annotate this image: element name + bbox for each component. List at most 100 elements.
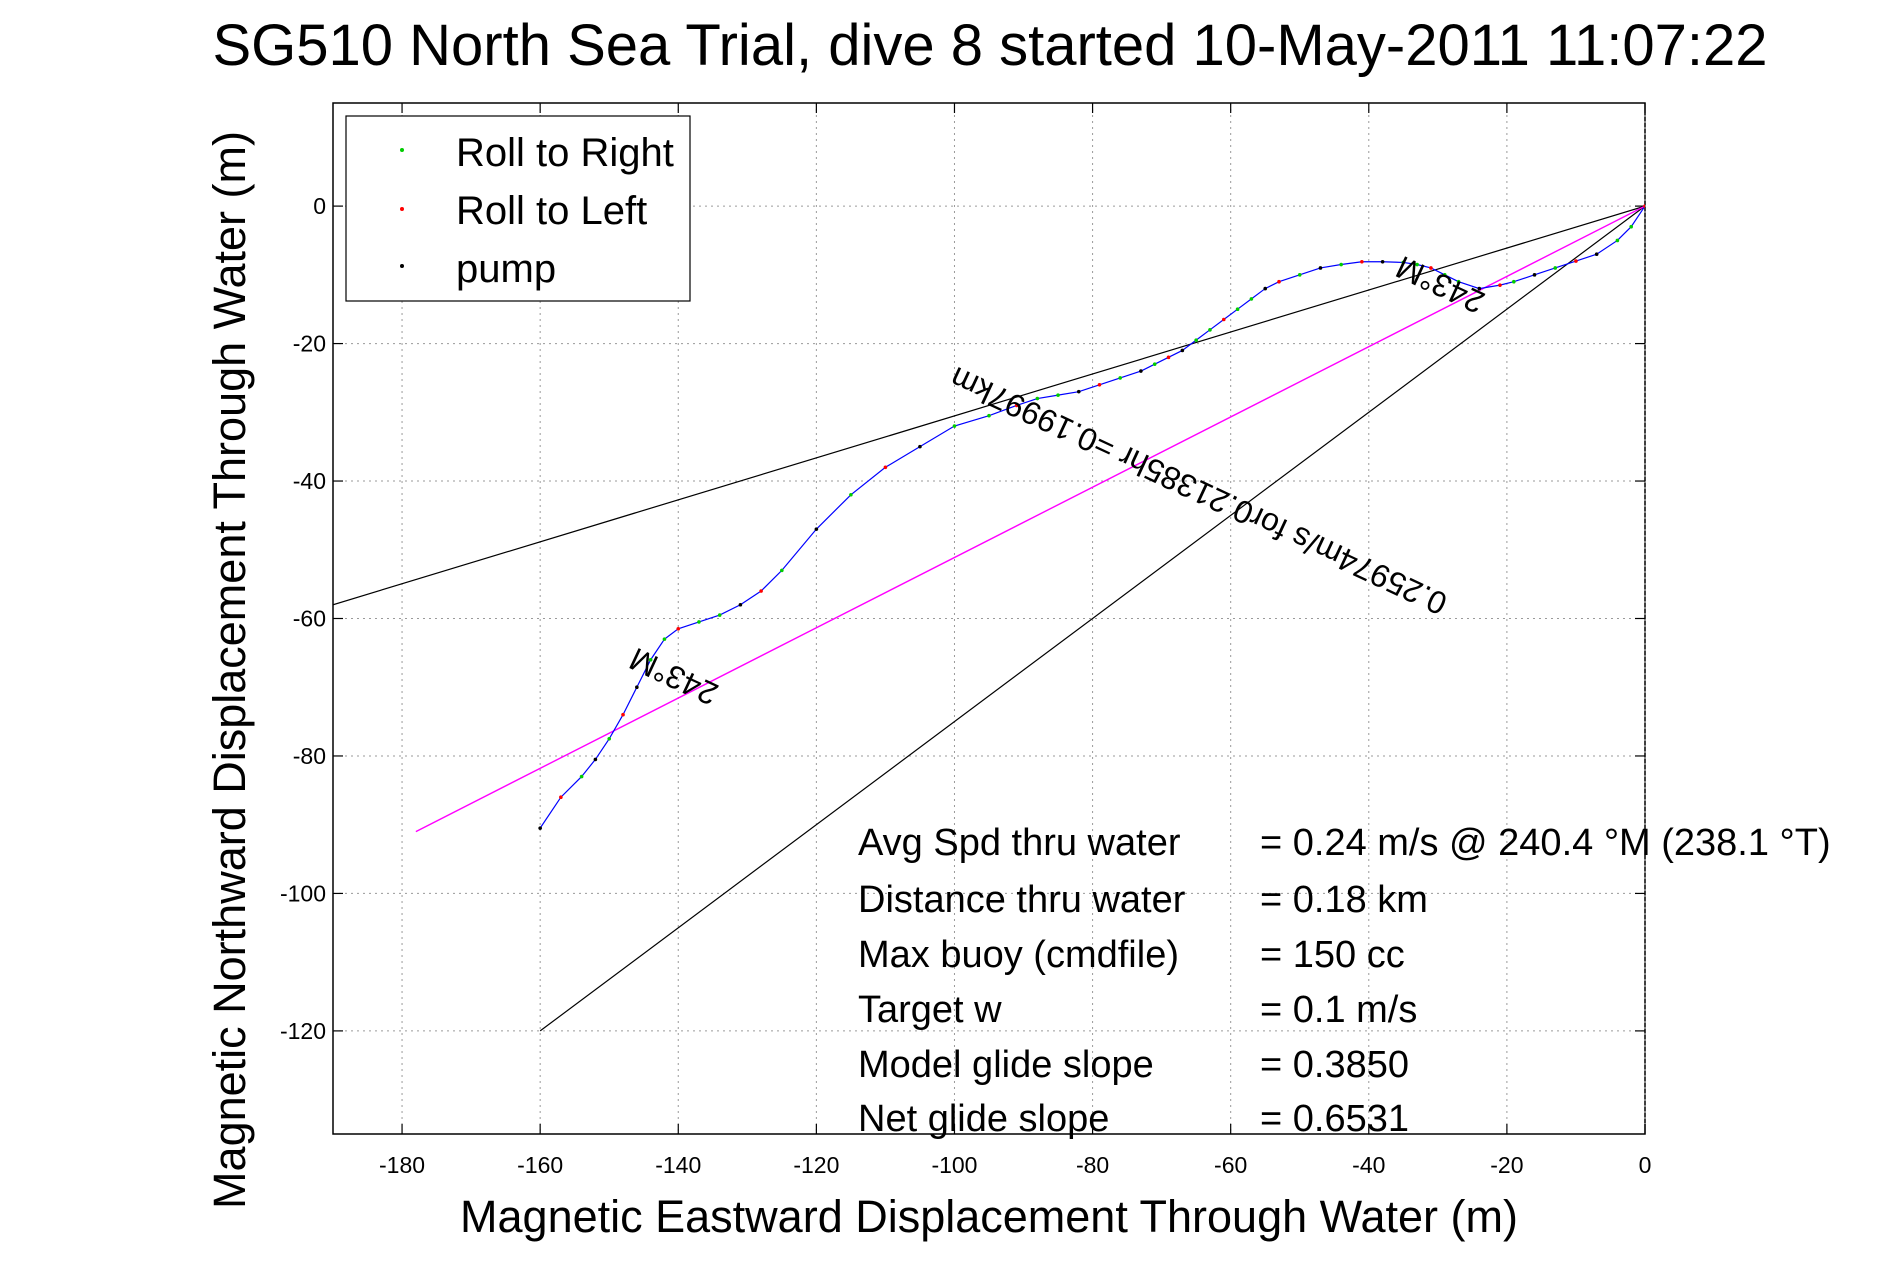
track-point	[1512, 279, 1516, 284]
track-point	[780, 568, 784, 573]
track-point	[697, 620, 701, 624]
track-point	[1318, 266, 1323, 270]
track-point	[759, 589, 763, 593]
reference-line	[333, 205, 1645, 606]
track-point	[1401, 260, 1406, 265]
track-point	[1339, 262, 1343, 267]
track-point	[676, 627, 681, 631]
track-point	[1629, 224, 1633, 229]
chart-title: SG510 North Sea Trial, dive 8 started 10…	[212, 13, 1767, 78]
track-point	[918, 444, 922, 449]
stat-label-avg-speed: Avg Spd thru water	[858, 822, 1181, 864]
track-point	[717, 613, 722, 617]
track-point	[1118, 376, 1122, 380]
x-tick-label: -60	[1214, 1152, 1247, 1178]
track-point	[1208, 328, 1212, 332]
track-point	[635, 685, 639, 690]
y-tick-label: -60	[293, 606, 326, 632]
track-point	[849, 492, 853, 497]
stat-label-distance: Distance thru water	[858, 879, 1186, 921]
heading-line	[415, 205, 1645, 833]
track-point	[662, 637, 667, 641]
track-point	[1014, 403, 1019, 408]
x-tick-label: -80	[1076, 1152, 1109, 1178]
grid	[333, 103, 1646, 1134]
y-axis-label: Magnetic Northward Displacement Through …	[204, 131, 255, 1209]
track-point	[738, 602, 743, 607]
legend-marker-roll-right	[400, 148, 404, 152]
track-point	[952, 424, 957, 428]
track-point	[1643, 204, 1645, 208]
legend-marker-pump	[400, 264, 404, 268]
track-point	[1076, 389, 1081, 394]
track-point	[1056, 393, 1060, 397]
track-point	[538, 826, 542, 830]
stat-value-distance: = 0.18 km	[1260, 879, 1428, 921]
stat-value-net-glide: = 0.6531	[1260, 1098, 1409, 1140]
stats-panel: Avg Spd thru water = 0.24 m/s @ 240.4 °M…	[858, 822, 1831, 1140]
track-point	[579, 774, 584, 779]
stat-label-net-glide: Net glide slope	[858, 1098, 1109, 1140]
stat-value-max-buoy: = 150 cc	[1260, 934, 1405, 976]
track-point	[1442, 273, 1447, 277]
x-tick-label: -100	[931, 1152, 977, 1178]
track-point	[1574, 259, 1578, 263]
track-point	[1152, 362, 1157, 366]
track-point	[1532, 273, 1537, 277]
track-point	[607, 736, 612, 741]
stat-label-max-buoy: Max buoy (cmdfile)	[858, 934, 1179, 976]
reference-line	[539, 205, 1645, 1032]
track-point	[1456, 279, 1461, 284]
x-tick-label: -180	[379, 1152, 425, 1178]
stat-value-avg-speed: = 0.24 m/s @ 240.4 °M (238.1 °T)	[1260, 822, 1831, 864]
y-tick-label: -120	[280, 1018, 326, 1044]
track-point	[1415, 262, 1419, 267]
track-point	[1035, 396, 1040, 401]
stat-value-model-glide: = 0.3850	[1260, 1044, 1409, 1086]
track-point	[1594, 252, 1599, 257]
track-point	[1297, 273, 1302, 277]
x-tick-label: -120	[793, 1152, 839, 1178]
y-tick-label: 0	[313, 193, 326, 219]
track-point	[987, 413, 991, 418]
track-point	[559, 795, 563, 800]
legend-marker-roll-left	[400, 207, 404, 211]
y-tick-label: -40	[293, 468, 326, 494]
track-point	[1166, 355, 1171, 360]
track-point	[1139, 369, 1143, 373]
stat-value-target-w: = 0.1 m/s	[1260, 989, 1417, 1031]
legend: Roll to Right Roll to Left pump	[345, 115, 691, 302]
stat-label-target-w: Target w	[858, 989, 1002, 1031]
data-layer	[333, 204, 1645, 1032]
track-point	[1263, 286, 1268, 291]
y-tick-label: -80	[293, 743, 326, 769]
x-tick-label: 0	[1639, 1152, 1652, 1178]
track-point	[1429, 266, 1433, 270]
track-point	[1553, 266, 1558, 270]
axis-ticks: -180 -160 -140 -120 -100 -80 -60 -40 -20 0 0 -20 -40…	[280, 103, 1651, 1178]
track-point	[1235, 307, 1240, 312]
track-point	[883, 465, 888, 470]
y-tick-label: -100	[280, 880, 326, 906]
x-tick-label: -160	[517, 1152, 563, 1178]
stat-label-model-glide: Model glide slope	[858, 1044, 1154, 1086]
legend-label-roll-right: Roll to Right	[456, 131, 674, 175]
track-point	[593, 757, 598, 762]
track-point	[1194, 338, 1198, 342]
x-tick-label: -40	[1352, 1152, 1385, 1178]
track-point	[1221, 317, 1226, 322]
x-tick-label: -140	[655, 1152, 701, 1178]
track-point	[648, 657, 653, 662]
track-point	[1360, 259, 1364, 264]
x-tick-label: -20	[1490, 1152, 1523, 1178]
x-axis-label: Magnetic Eastward Displacement Through W…	[460, 1191, 1518, 1242]
track-point	[1498, 283, 1502, 287]
track-point	[1380, 259, 1385, 264]
legend-label-pump: pump	[456, 247, 556, 291]
dive-track-line	[539, 205, 1645, 829]
track-point	[1477, 286, 1482, 291]
track-point	[1249, 297, 1254, 301]
track-point	[1615, 238, 1620, 243]
track-point	[1097, 383, 1102, 387]
